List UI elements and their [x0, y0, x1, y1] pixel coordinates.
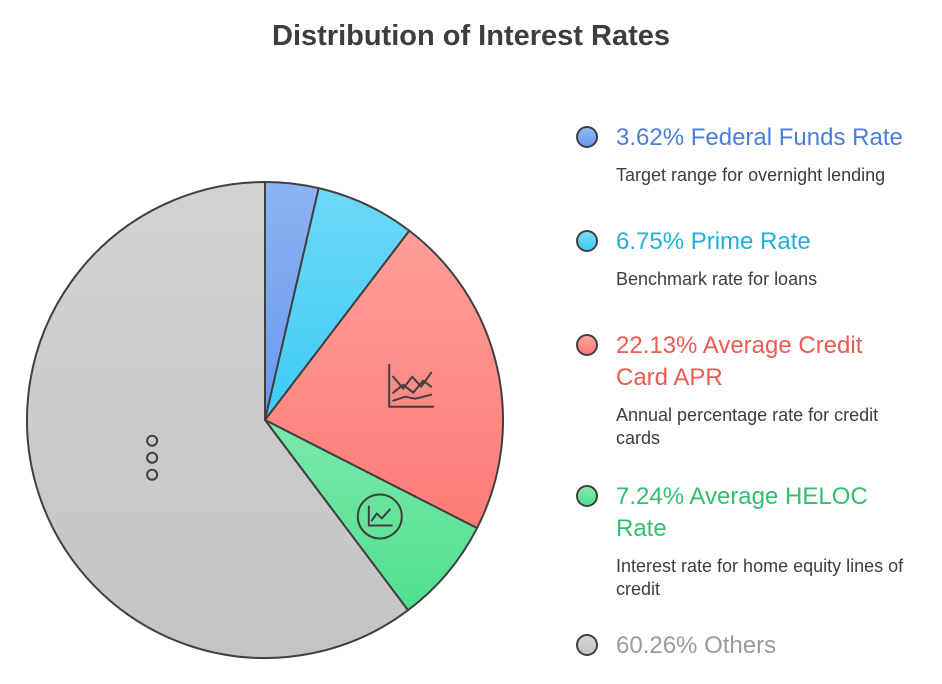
legend-description: Target range for overnight lending	[616, 165, 886, 185]
chart-title: Distribution of Interest Rates	[272, 20, 670, 52]
legend-item: 60.26% Others	[576, 630, 926, 662]
legend-description: Benchmark rate for loans	[616, 269, 818, 289]
legend-description: Annual percentage rate for credit cards	[616, 405, 879, 448]
legend-label: 22.13% Average Credit Card APR	[616, 332, 863, 391]
legend-description: Interest rate for home equity lines of c…	[616, 556, 904, 599]
legend-item: 7.24% Average HELOC Rate Interest rate fo…	[576, 481, 926, 601]
legend-label: 60.26% Others	[616, 632, 777, 659]
line-chart-icon	[388, 363, 435, 408]
pie-slice	[264, 229, 504, 530]
legend-label: 6.75% Prime Rate	[616, 228, 811, 255]
legend-marker	[576, 334, 598, 356]
legend-marker	[576, 485, 598, 507]
legend-label: 3.62% Federal Funds Rate	[616, 124, 903, 151]
legend-marker	[576, 126, 598, 148]
pie-slice	[264, 419, 479, 612]
trend-circle-icon	[356, 493, 403, 540]
legend-marker	[576, 634, 598, 656]
legend-item: 6.75% Prime Rate Benchmark rate for loans	[576, 226, 926, 291]
more-dots-icon	[146, 434, 159, 481]
legend-item: 3.62% Federal Funds Rate Target range for…	[576, 122, 926, 187]
legend-item: 22.13% Average Credit Card APR Annual per…	[576, 330, 926, 450]
pie-slice	[26, 181, 410, 659]
legend-marker	[576, 230, 598, 252]
legend-label: 7.24% Average HELOC Rate	[616, 483, 868, 542]
